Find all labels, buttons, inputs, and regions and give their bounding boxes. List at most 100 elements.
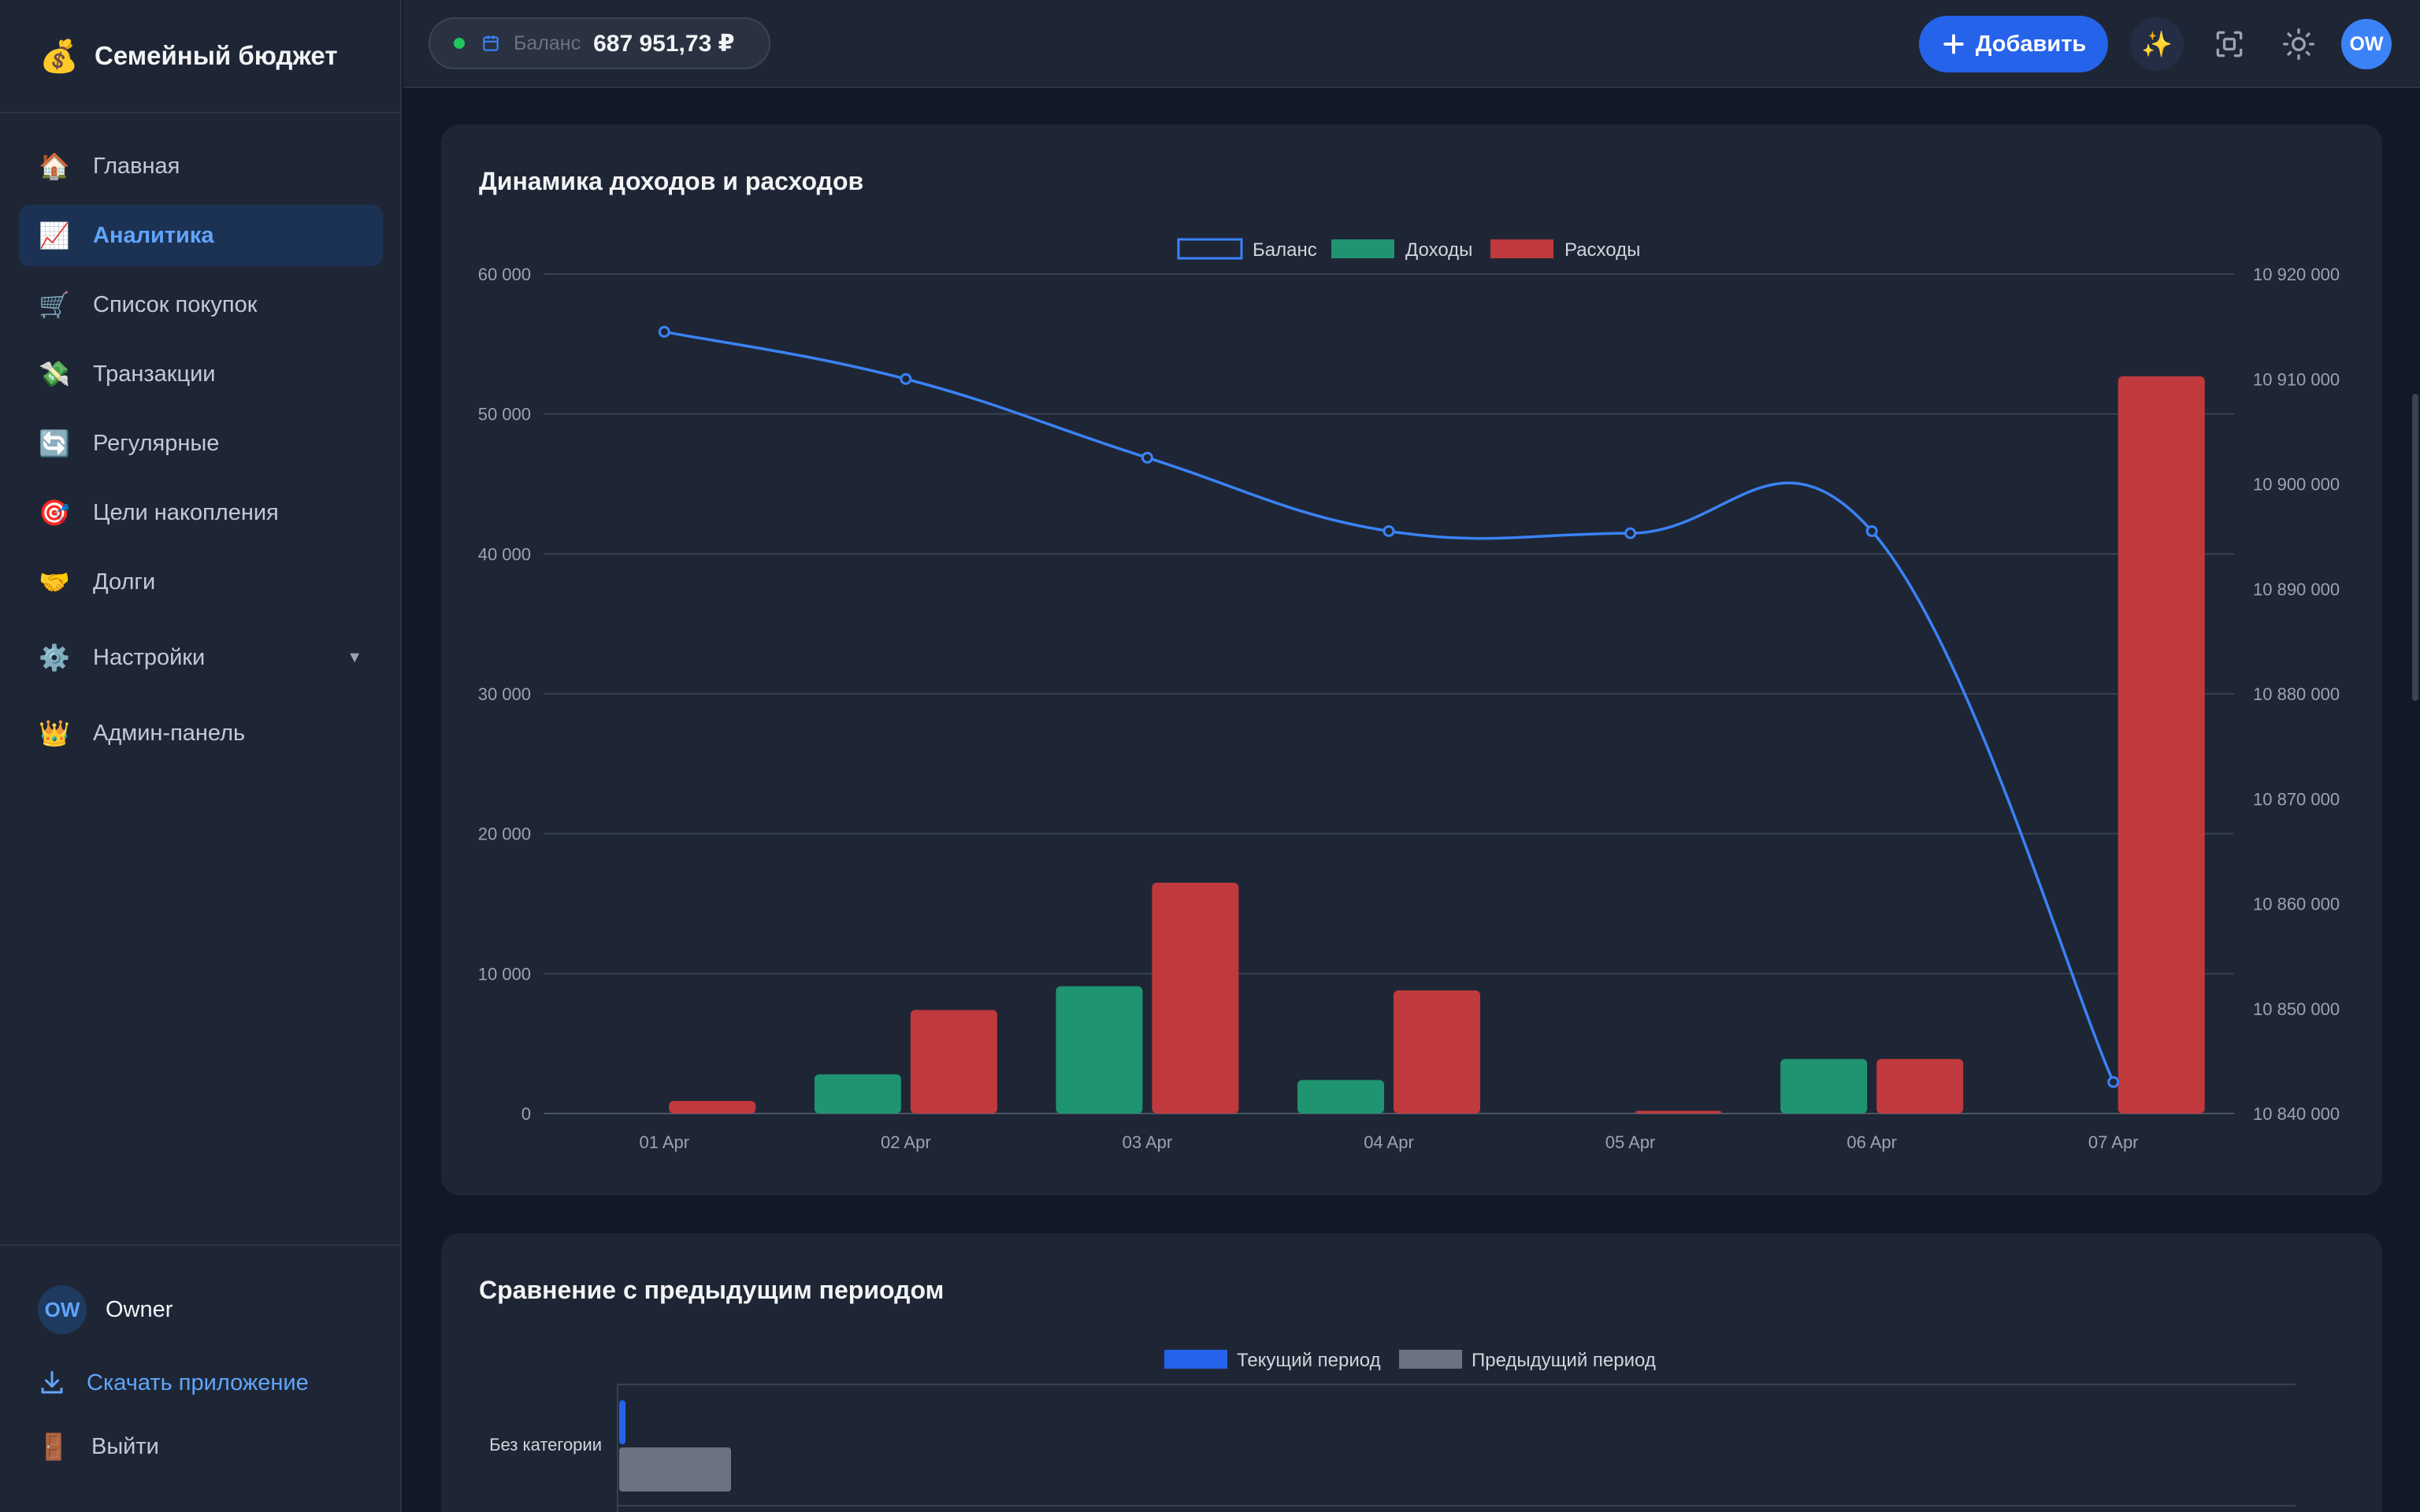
sidebar-item-0[interactable]: 🏠 Главная	[19, 135, 383, 197]
sidebar-item-label: Цели накопления	[93, 499, 279, 525]
sidebar-item-label: Транзакции	[93, 361, 216, 387]
user-profile[interactable]: OW Owner	[38, 1285, 173, 1334]
balance-point	[1141, 451, 1153, 464]
legend-label: Доходы	[1405, 239, 1472, 261]
sidebar-item-4[interactable]: 🔄 Регулярные	[19, 413, 383, 474]
add-button[interactable]: Добавить	[1919, 16, 2108, 72]
download-app-link[interactable]: Скачать приложение	[38, 1369, 309, 1397]
y-right-tick-label: 10 880 000	[2253, 684, 2340, 704]
plus-icon	[1943, 34, 1964, 54]
nav-icon: 🛒	[39, 290, 70, 320]
legend-label: Предыдущий период	[1472, 1350, 1656, 1371]
x-tick-label: 01 Apr	[639, 1132, 689, 1152]
nav-icon: 👑	[39, 718, 70, 748]
sidebar-item-label: Список покупок	[93, 291, 258, 317]
download-app-label: Скачать приложение	[87, 1369, 309, 1395]
sidebar-item-5[interactable]: 🎯 Цели накопления	[19, 482, 383, 543]
balance-point	[1865, 524, 1878, 537]
balance-point	[1624, 527, 1637, 539]
x-tick-label: 05 Apr	[1605, 1132, 1656, 1152]
balance-label: Баланс	[514, 32, 581, 54]
legend-swatch-balance	[1177, 238, 1243, 260]
sidebar-item-label: Долги	[93, 569, 156, 595]
legend-label: Баланс	[1253, 239, 1317, 261]
x-tick-label: 03 Apr	[1123, 1132, 1173, 1152]
sidebar-item-label: Аналитика	[93, 222, 214, 248]
current-period-bar	[619, 1400, 625, 1444]
sidebar-item-8[interactable]: 👑 Админ-панель	[19, 702, 383, 764]
legend-swatch-current	[1164, 1350, 1227, 1369]
previous-period-bar	[619, 1447, 731, 1492]
calendar-icon	[483, 35, 499, 51]
balance-pill[interactable]: Баланс 687 951,73 ₽	[429, 17, 770, 69]
sidebar-item-1[interactable]: 📈 Аналитика	[19, 205, 383, 266]
legend-swatch	[1331, 239, 1394, 258]
legend-label: Текущий период	[1237, 1350, 1381, 1371]
nav-icon: 🏠	[39, 151, 70, 181]
expense-bar	[910, 1010, 997, 1114]
x-tick-label: 02 Apr	[881, 1132, 931, 1152]
top-bar: Баланс 687 951,73 ₽ Добавить ✨ OW	[403, 0, 2420, 88]
y-left-tick-label: 30 000	[478, 684, 531, 704]
expense-bar	[2118, 376, 2205, 1114]
y-right-tick-label: 10 900 000	[2253, 475, 2340, 495]
ai-assistant-button[interactable]: ✨	[2130, 17, 2184, 71]
sidebar-item-label: Админ-панель	[93, 720, 246, 746]
x-tick-label: 06 Apr	[1847, 1132, 1897, 1152]
balance-point	[1383, 524, 1395, 537]
y-right-tick-label: 10 910 000	[2253, 369, 2340, 389]
sidebar-footer: OW Owner Скачать приложение 🚪 Выйти	[0, 1244, 400, 1512]
nav-icon: 🔄	[39, 428, 70, 458]
focus-icon[interactable]	[2212, 27, 2247, 61]
sidebar-nav: 🏠 Главная 📈 Аналитика 🛒 Список покупок 💸 Транза…	[19, 135, 383, 772]
user-name: Owner	[106, 1296, 173, 1322]
y-right-tick-label: 10 840 000	[2253, 1104, 2340, 1124]
y-left-tick-label: 0	[521, 1104, 531, 1124]
category-label: Без категории	[489, 1435, 602, 1455]
balance-line	[663, 330, 2115, 1083]
period-comparison-chart: Без категории Текущий период Предыдущий пе…	[489, 1350, 2296, 1512]
income-bar	[814, 1074, 901, 1114]
chevron-down-icon[interactable]: ▼	[347, 648, 362, 666]
nav-icon: 🎯	[39, 498, 70, 528]
balance-point	[2107, 1076, 2120, 1088]
expense-bar	[1152, 882, 1239, 1114]
y-right-tick-label: 10 860 000	[2253, 895, 2340, 914]
y-right-tick-label: 10 890 000	[2253, 580, 2340, 599]
logout-button[interactable]: 🚪 Выйти	[38, 1432, 159, 1462]
expense-bar	[1876, 1058, 1964, 1114]
balance-value: 687 951,73 ₽	[593, 30, 735, 57]
status-dot	[454, 38, 465, 49]
expense-bar	[669, 1101, 756, 1114]
sidebar-item-2[interactable]: 🛒 Список покупок	[19, 274, 383, 335]
logout-label: Выйти	[91, 1433, 159, 1459]
door-icon: 🚪	[38, 1432, 69, 1462]
nav-icon: 🤝	[39, 567, 70, 597]
user-avatar-button[interactable]: OW	[2341, 19, 2392, 69]
balance-point	[658, 325, 670, 338]
legend-label: Расходы	[1564, 239, 1640, 261]
download-icon	[41, 1371, 63, 1394]
page-scrollbar[interactable]	[2412, 394, 2418, 701]
sidebar: 💰 Семейный бюджет 🏠 Главная 📈 Аналитика 🛒 Спи…	[0, 0, 402, 1512]
expense-bar	[1635, 1110, 1722, 1114]
sidebar-item-3[interactable]: 💸 Транзакции	[19, 343, 383, 405]
y-left-tick-label: 50 000	[478, 405, 531, 424]
y-right-tick-label: 10 920 000	[2253, 265, 2340, 284]
nav-icon: 📈	[39, 220, 70, 250]
avatar: OW	[38, 1285, 87, 1334]
sidebar-item-label: Настройки	[93, 644, 206, 670]
sidebar-item-7[interactable]: ⚙️ Настройки ▼	[19, 627, 383, 688]
income-expense-chart: 0 10 000 20 000 30 000 40 000 50 000 60 000 10 …	[478, 238, 2340, 1152]
sun-icon[interactable]	[2281, 27, 2316, 61]
comparison-title: Сравнение с предыдущим периодом	[479, 1276, 945, 1304]
legend-swatch	[1490, 239, 1553, 258]
income-bar	[1780, 1058, 1868, 1114]
sidebar-item-label: Регулярные	[93, 430, 220, 456]
income-bar	[1297, 1080, 1384, 1114]
x-tick-label: 04 Apr	[1364, 1132, 1414, 1152]
brand[interactable]: 💰 Семейный бюджет	[0, 0, 400, 113]
sidebar-item-label: Главная	[93, 153, 180, 179]
sidebar-item-6[interactable]: 🤝 Долги	[19, 551, 383, 613]
y-left-tick-label: 60 000	[478, 265, 531, 284]
